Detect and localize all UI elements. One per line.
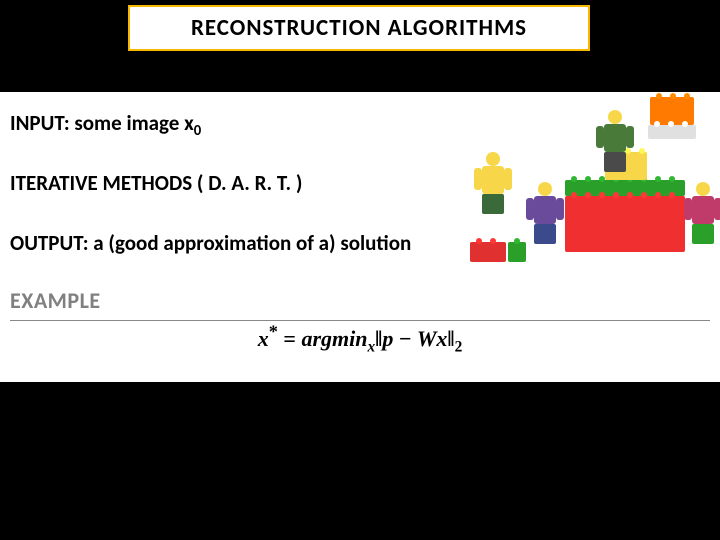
lego-figure bbox=[530, 182, 560, 247]
eq-norm-close: ‖ bbox=[447, 326, 454, 351]
lego-block bbox=[648, 125, 696, 139]
eq-eq: = bbox=[278, 326, 302, 351]
eq-norm-sub: 2 bbox=[455, 339, 463, 356]
eq-W: W bbox=[417, 326, 437, 351]
eq-argmin: argmin bbox=[301, 326, 367, 351]
equation: x* = argminx‖p − Wx‖2 bbox=[258, 326, 463, 351]
eq-x: x bbox=[436, 326, 447, 351]
eq-lhs: x bbox=[258, 326, 269, 351]
lego-figure bbox=[688, 182, 718, 247]
slide-title: RECONSTRUCTION ALGORITHMS bbox=[191, 14, 527, 42]
lego-block bbox=[565, 180, 685, 196]
title-box: RECONSTRUCTION ALGORITHMS bbox=[128, 5, 590, 51]
lego-figure bbox=[600, 110, 630, 175]
eq-minus: − bbox=[393, 326, 417, 351]
input-text: INPUT: some image x bbox=[10, 110, 194, 136]
eq-lhs-sup: * bbox=[269, 322, 278, 342]
lego-block bbox=[508, 242, 526, 262]
example-label: EXAMPLE bbox=[10, 287, 101, 314]
methods-line: ITERATIVE METHODS ( D. A. R. T. ) bbox=[10, 170, 302, 196]
lego-illustration bbox=[470, 92, 720, 272]
lego-figure bbox=[478, 152, 508, 217]
eq-p: p bbox=[382, 326, 393, 351]
lego-block bbox=[565, 196, 685, 252]
input-subscript: 0 bbox=[194, 121, 201, 139]
input-line: INPUT: some image x0 bbox=[10, 110, 201, 139]
equation-container: x* = argminx‖p − Wx‖2 bbox=[0, 322, 720, 357]
lego-block bbox=[470, 242, 506, 262]
output-line: OUTPUT: a (good approximation of a) solu… bbox=[10, 230, 411, 256]
example-row: EXAMPLE bbox=[10, 280, 710, 321]
